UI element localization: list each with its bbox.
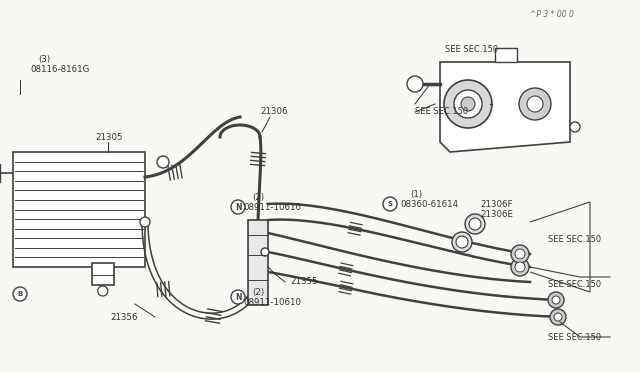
Circle shape xyxy=(13,287,27,301)
Circle shape xyxy=(157,156,169,168)
Circle shape xyxy=(461,97,475,111)
Bar xyxy=(13,152,145,267)
Circle shape xyxy=(231,200,245,214)
Text: 21356: 21356 xyxy=(110,313,138,322)
Circle shape xyxy=(519,88,551,120)
Circle shape xyxy=(407,76,423,92)
Text: 08116-8161G: 08116-8161G xyxy=(30,65,90,74)
Circle shape xyxy=(98,286,108,296)
Circle shape xyxy=(383,197,397,211)
Text: 08911-10610: 08911-10610 xyxy=(243,203,301,212)
Text: S: S xyxy=(387,201,392,207)
Text: (2): (2) xyxy=(252,288,264,297)
Text: 08911-10610: 08911-10610 xyxy=(243,298,301,307)
Circle shape xyxy=(550,309,566,325)
Bar xyxy=(248,220,268,305)
Circle shape xyxy=(444,80,492,128)
Text: SEE SEC.150: SEE SEC.150 xyxy=(548,280,601,289)
Circle shape xyxy=(511,245,529,263)
Circle shape xyxy=(515,262,525,272)
Text: B: B xyxy=(17,291,22,297)
Circle shape xyxy=(465,214,485,234)
Text: 21306: 21306 xyxy=(260,107,287,116)
Circle shape xyxy=(452,232,472,252)
Circle shape xyxy=(527,96,543,112)
Bar xyxy=(495,48,517,62)
Bar xyxy=(92,263,114,285)
Circle shape xyxy=(140,217,150,227)
Text: 08360-61614: 08360-61614 xyxy=(400,200,458,209)
Circle shape xyxy=(515,249,525,259)
Circle shape xyxy=(554,313,562,321)
Text: SEE SEC.150: SEE SEC.150 xyxy=(415,107,468,116)
Text: N: N xyxy=(235,202,241,212)
Circle shape xyxy=(570,122,580,132)
Text: ^P 3 * 00 0: ^P 3 * 00 0 xyxy=(530,10,574,19)
Circle shape xyxy=(454,90,482,118)
Circle shape xyxy=(469,218,481,230)
Circle shape xyxy=(231,290,245,304)
Text: 21355: 21355 xyxy=(290,277,317,286)
Circle shape xyxy=(511,258,529,276)
Text: (3): (3) xyxy=(38,55,50,64)
Text: SEE SEC.150: SEE SEC.150 xyxy=(445,45,498,54)
Text: 21306F: 21306F xyxy=(480,200,513,209)
Text: (1): (1) xyxy=(410,190,422,199)
Text: SEE SEC.150: SEE SEC.150 xyxy=(548,333,601,342)
Text: N: N xyxy=(235,292,241,301)
Circle shape xyxy=(261,248,269,256)
Text: SEE SEC.150: SEE SEC.150 xyxy=(548,235,601,244)
Text: 21306E: 21306E xyxy=(480,210,513,219)
Circle shape xyxy=(552,296,560,304)
Text: (2): (2) xyxy=(252,193,264,202)
Circle shape xyxy=(548,292,564,308)
Text: 21305: 21305 xyxy=(95,133,122,142)
Circle shape xyxy=(456,236,468,248)
Polygon shape xyxy=(440,62,570,152)
